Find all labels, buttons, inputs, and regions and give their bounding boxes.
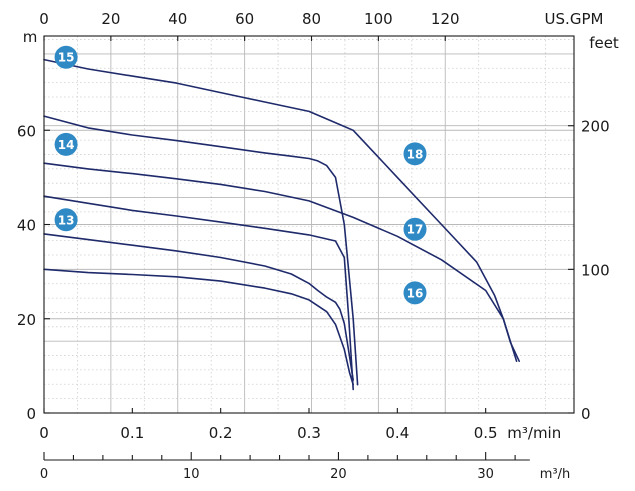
bottom-tick-label: 0.3 [297, 424, 321, 442]
secondary-tick-label: 20 [330, 467, 347, 482]
curve-badge-label: 16 [407, 286, 424, 300]
top-tick-label: 60 [235, 10, 254, 28]
secondary-tick-label: 0 [40, 467, 48, 482]
left-unit-label: m [23, 28, 38, 46]
bottom-tick-label: 0.5 [474, 424, 498, 442]
top-unit-label: US.GPM [545, 10, 604, 28]
secondary-tick-label: 30 [477, 467, 494, 482]
curve-badge-label: 14 [58, 138, 75, 152]
secondary-tick-label: 10 [183, 467, 200, 482]
right-tick-label: 0 [581, 405, 591, 423]
bottom-unit-label: m³/min [507, 424, 561, 442]
curve-badges: 13 14 15 16 17 18 [54, 45, 427, 305]
curve-badge-17 [403, 217, 427, 241]
curve-badge-label: 17 [407, 223, 424, 237]
curve-13 [43, 268, 354, 386]
curve-badge-15 [54, 45, 78, 69]
bottom-tick-label: 0 [39, 424, 49, 442]
grid [44, 36, 574, 413]
left-tick-label: 60 [17, 122, 36, 140]
curve-badge-label: 15 [58, 51, 75, 65]
curve-17 [43, 58, 520, 362]
curves [43, 58, 520, 391]
top-tick-label: 80 [302, 10, 321, 28]
right-unit-label: feet [589, 34, 619, 52]
axis-ticks [43, 36, 574, 461]
top-tick-label: 120 [431, 10, 460, 28]
left-tick-label: 40 [17, 217, 36, 235]
right-tick-label: 100 [581, 261, 610, 279]
right-tick-label: 200 [581, 118, 610, 136]
bottom-tick-label: 0.2 [209, 424, 233, 442]
bottom-tick-label: 0.4 [385, 424, 409, 442]
secondary-unit-label: m³/h [540, 467, 571, 482]
left-tick-label: 0 [26, 405, 36, 423]
bottom-tick-label: 0.1 [120, 424, 144, 442]
top-tick-label: 40 [168, 10, 187, 28]
top-tick-label: 0 [39, 10, 49, 28]
top-tick-label: 20 [101, 10, 120, 28]
curve-badge-14 [54, 132, 78, 156]
curve-badge-13 [54, 208, 78, 232]
curve-badge-label: 13 [58, 213, 75, 227]
curve-badge-18 [403, 142, 427, 166]
curve-16 [43, 162, 518, 362]
curve-14 [43, 233, 354, 381]
curve-18 [43, 115, 359, 386]
curve-badge-label: 18 [407, 147, 424, 161]
top-tick-label: 100 [364, 10, 393, 28]
curve-15 [43, 195, 354, 391]
curve-badge-16 [403, 281, 427, 305]
left-tick-label: 20 [17, 311, 36, 329]
